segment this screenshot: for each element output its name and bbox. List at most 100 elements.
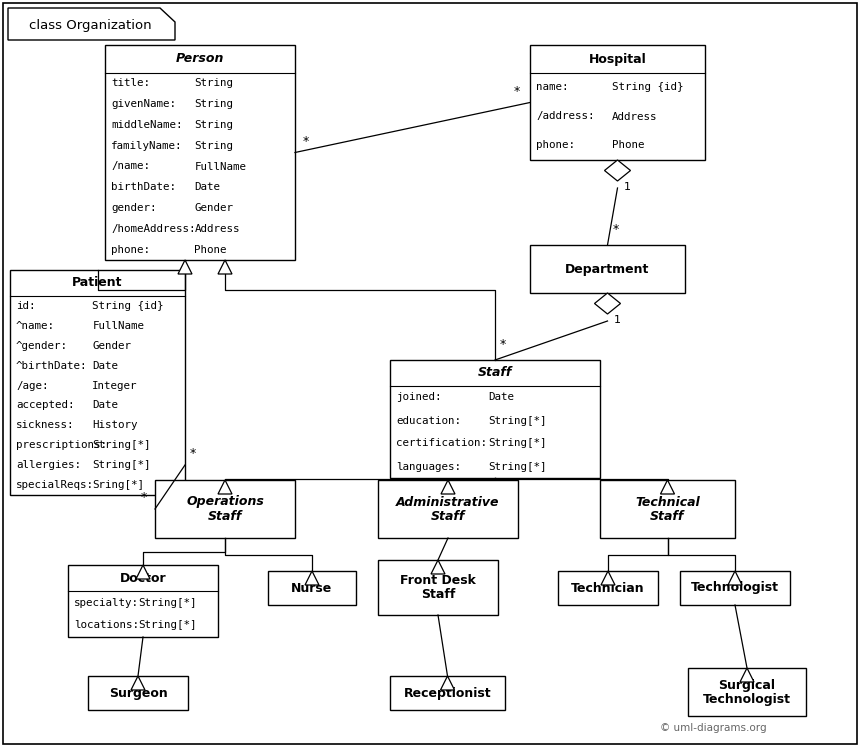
Text: /name:: /name:: [111, 161, 150, 172]
Text: certification:: certification:: [396, 438, 487, 448]
Bar: [88, 676, 188, 710]
Text: allergies:: allergies:: [16, 460, 81, 470]
Text: Address: Address: [194, 224, 240, 234]
Text: String[*]: String[*]: [488, 415, 547, 426]
Text: String: String: [194, 140, 233, 151]
Bar: [10, 270, 185, 495]
Bar: [680, 571, 790, 605]
Text: © uml-diagrams.org: © uml-diagrams.org: [660, 723, 766, 733]
Text: FullName: FullName: [194, 161, 246, 172]
Text: *: *: [141, 491, 147, 504]
Text: title:: title:: [111, 78, 150, 88]
Text: accepted:: accepted:: [16, 400, 75, 410]
Polygon shape: [601, 571, 615, 585]
Polygon shape: [178, 260, 192, 274]
Bar: [530, 45, 705, 160]
Text: String[*]: String[*]: [92, 460, 150, 470]
Text: *: *: [500, 338, 507, 351]
Bar: [600, 480, 735, 538]
Text: locations:: locations:: [74, 621, 139, 630]
Text: Surgical: Surgical: [718, 678, 776, 692]
Bar: [530, 245, 685, 293]
Polygon shape: [136, 565, 150, 579]
Text: Sring[*]: Sring[*]: [92, 480, 144, 490]
Text: String: String: [194, 99, 233, 109]
Text: ^name:: ^name:: [16, 321, 55, 331]
Text: specialReqs:: specialReqs:: [16, 480, 94, 490]
Text: phone:: phone:: [111, 244, 150, 255]
Text: Date: Date: [92, 400, 119, 410]
Text: Technologist: Technologist: [691, 581, 779, 595]
Text: Staff: Staff: [650, 509, 685, 522]
Text: Address: Address: [612, 111, 658, 122]
Text: prescriptions:: prescriptions:: [16, 440, 107, 450]
Polygon shape: [728, 571, 742, 585]
Text: Patient: Patient: [72, 276, 123, 290]
Bar: [378, 560, 498, 615]
Text: class Organization: class Organization: [28, 19, 151, 33]
Polygon shape: [305, 571, 319, 585]
Text: Administrative: Administrative: [396, 495, 500, 509]
Polygon shape: [440, 676, 454, 690]
Text: Date: Date: [194, 182, 220, 192]
Polygon shape: [740, 668, 754, 682]
Text: /address:: /address:: [536, 111, 594, 122]
Polygon shape: [131, 676, 145, 690]
Text: phone:: phone:: [536, 140, 575, 150]
Text: /homeAddress:: /homeAddress:: [111, 224, 195, 234]
Polygon shape: [218, 480, 232, 494]
Text: *: *: [190, 447, 196, 460]
Text: specialty:: specialty:: [74, 598, 139, 607]
Text: languages:: languages:: [396, 462, 461, 471]
Text: Integer: Integer: [92, 380, 138, 391]
Text: Date: Date: [488, 392, 514, 403]
Text: Staff: Staff: [421, 588, 455, 601]
Text: Date: Date: [92, 361, 119, 371]
Bar: [105, 45, 295, 260]
Text: Doctor: Doctor: [120, 571, 166, 584]
Text: Staff: Staff: [478, 367, 513, 379]
Text: Department: Department: [565, 262, 649, 276]
Text: String[*]: String[*]: [488, 462, 547, 471]
Text: sickness:: sickness:: [16, 421, 75, 430]
Text: History: History: [92, 421, 138, 430]
Text: Surgeon: Surgeon: [108, 686, 168, 699]
Bar: [390, 676, 505, 710]
Text: String[*]: String[*]: [92, 440, 150, 450]
Text: joined:: joined:: [396, 392, 441, 403]
Bar: [155, 480, 295, 538]
Polygon shape: [594, 293, 621, 314]
Text: Phone: Phone: [194, 244, 227, 255]
Text: id:: id:: [16, 301, 35, 311]
Polygon shape: [8, 8, 175, 40]
Text: FullName: FullName: [92, 321, 144, 331]
Polygon shape: [431, 560, 445, 574]
Polygon shape: [660, 480, 674, 494]
Text: String[*]: String[*]: [488, 438, 547, 448]
Bar: [268, 571, 356, 605]
Text: familyName:: familyName:: [111, 140, 182, 151]
Text: *: *: [612, 223, 618, 236]
Text: Receptionist: Receptionist: [403, 686, 491, 699]
Text: Phone: Phone: [612, 140, 645, 150]
Text: Technical: Technical: [636, 495, 700, 509]
Text: Person: Person: [175, 52, 224, 66]
Polygon shape: [218, 260, 232, 274]
Bar: [688, 668, 806, 716]
Text: middleName:: middleName:: [111, 120, 182, 130]
Text: name:: name:: [536, 82, 568, 93]
Text: /age:: /age:: [16, 380, 48, 391]
Text: birthDate:: birthDate:: [111, 182, 176, 192]
Bar: [390, 360, 600, 478]
Text: Gender: Gender: [92, 341, 132, 351]
Text: ^gender:: ^gender:: [16, 341, 68, 351]
Polygon shape: [605, 160, 630, 181]
Text: Staff: Staff: [208, 509, 243, 522]
Bar: [558, 571, 658, 605]
Text: String {id}: String {id}: [612, 82, 684, 93]
Bar: [68, 565, 218, 637]
Text: Hospital: Hospital: [588, 52, 647, 66]
Text: givenName:: givenName:: [111, 99, 176, 109]
Text: Technologist: Technologist: [703, 692, 791, 705]
Text: String[*]: String[*]: [138, 621, 197, 630]
